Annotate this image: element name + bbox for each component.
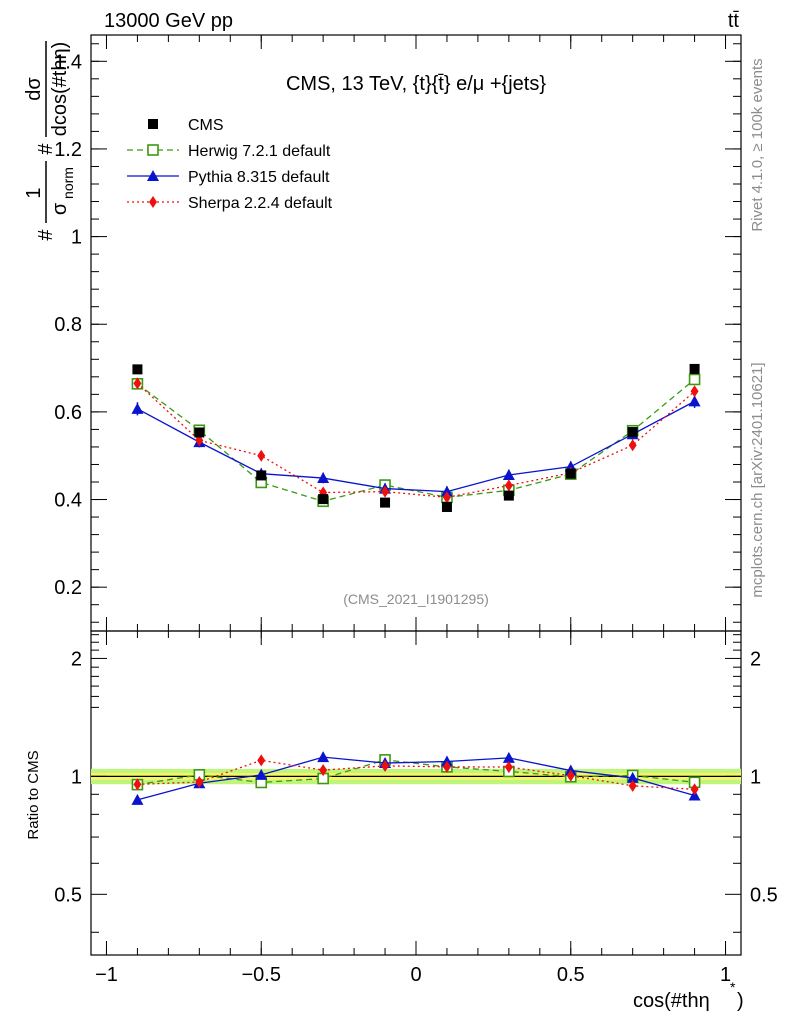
cms-point [380, 497, 391, 508]
sherpa-ratio-point [690, 783, 699, 796]
sherpa-ratio-point [133, 778, 142, 791]
y-tick-label-top: 1.2 [54, 139, 82, 161]
sherpa-ratio-point [319, 764, 328, 777]
sherpa-point [257, 449, 266, 462]
sherpa-ratio-point [381, 759, 390, 772]
sherpa-point [133, 377, 142, 390]
sherpa-point [442, 491, 451, 504]
sherpa-ratio-point [504, 761, 513, 774]
sherpa-point [381, 485, 390, 498]
y-tick-label-top: 0.4 [54, 490, 82, 512]
side-text-mcplots: mcplots.cern.ch [arXiv:2401.10621] [749, 362, 766, 597]
pythia-point [688, 395, 701, 407]
ratio-y-tick-label-left: 2 [71, 648, 82, 670]
legend-marker-pythia [147, 170, 159, 181]
pythia-ratio-point [317, 751, 330, 763]
legend-marker-sherpa [149, 196, 157, 208]
ylabel-one: 1 [23, 187, 45, 198]
sherpa-point [504, 479, 513, 492]
herwig-point [688, 373, 701, 386]
ylabel-dcos: dcos(#thη) [49, 42, 71, 137]
cms-point [318, 494, 329, 505]
xlabel-superscript: * [730, 979, 736, 995]
y-tick-label-top: 0.8 [54, 314, 82, 336]
sherpa-ratio-point [566, 769, 575, 782]
sherpa-ratio-point [195, 776, 204, 789]
pythia-point [440, 485, 453, 497]
sherpa-ratio-point [442, 760, 451, 773]
chart-title: CMS, 13 TeV, {t}{t̄} e/μ +{jets} [286, 73, 546, 95]
x-tick-label: −1 [95, 964, 118, 986]
ratio-y-tick-label-right: 1 [750, 766, 761, 788]
sherpa-line [136, 382, 695, 498]
legend-marker-cms [148, 119, 158, 129]
pythia-point [131, 402, 144, 414]
ratio-y-tick-label-right: 0.5 [750, 884, 778, 906]
y-tick-label-top: 1 [71, 227, 82, 249]
cms-point [627, 427, 638, 438]
cms-point [689, 363, 700, 374]
x-tick-label: 0 [410, 964, 421, 986]
ratio-y-tick-label-left: 0.5 [54, 884, 82, 906]
axis-ticks: −1 −0.5 0 0.5 1 0.2 0.4 0.6 0.8 1 1.2 1.4 0.5 0.5 1 1 2 2 [54, 35, 778, 986]
top-panel-series [131, 363, 701, 512]
sherpa-point [628, 439, 637, 452]
herwig-line [137, 378, 695, 502]
sherpa-point [690, 385, 699, 398]
side-text-rivet: Rivet 4.1.0, ≥ 100k events [749, 58, 766, 231]
cms-point [441, 501, 452, 512]
header-right: tt̄ [728, 10, 740, 32]
header-left: 13000 GeV pp [104, 10, 233, 32]
legend-label-cms: CMS [188, 117, 224, 134]
ylabel-dsigma: dσ [23, 77, 45, 101]
pythia-ratio-point [502, 751, 515, 763]
y-tick-label-top: 1.4 [54, 51, 82, 73]
xlabel-close: ) [737, 990, 744, 1012]
x-axis-label: cos(#thη * ) [633, 979, 744, 1012]
pythia-ratio-point [255, 768, 268, 780]
legend-label-pythia: Pythia 8.315 default [188, 169, 330, 186]
cms-point [194, 427, 205, 438]
ylabel-hash-2: # [35, 143, 57, 155]
legend-label-herwig: Herwig 7.2.1 default [188, 143, 331, 160]
ylabel-norm: norm [60, 167, 76, 199]
cms-point [132, 364, 143, 375]
ratio-panel-frame [90, 630, 742, 956]
x-tick-label: 1 [720, 964, 731, 986]
cms-point [256, 470, 267, 481]
xlabel-main: cos(#thη [633, 990, 710, 1012]
legend: CMS Herwig 7.2.1 default Pythia 8.315 defa… [127, 117, 333, 212]
legend-label-sherpa: Sherpa 2.2.4 default [188, 195, 333, 212]
pythia-point [317, 472, 330, 484]
ratio-y-tick-label-right: 2 [750, 648, 761, 670]
ylabel-hash-1: # [35, 229, 57, 241]
legend-marker-herwig [147, 144, 159, 156]
pythia-ratio-line [137, 756, 695, 801]
ylabel-sigma: σ [49, 202, 71, 215]
ratio-y-tick-label-left: 1 [71, 766, 82, 788]
sherpa-ratio-point [257, 754, 266, 767]
analysis-watermark: (CMS_2021_I1901295) [343, 591, 489, 607]
sherpa-ratio-point [628, 779, 637, 792]
y-tick-label-top: 0.6 [54, 402, 82, 424]
ratio-panel-series [131, 751, 701, 805]
cms-point [565, 468, 576, 479]
pythia-ratio-point [131, 793, 144, 805]
y-axis-label-top: # 1 σ norm # dσ dcos(#thη) [23, 41, 76, 241]
y-tick-label-top: 0.2 [54, 577, 82, 599]
cms-point [503, 490, 514, 501]
x-tick-label: 0.5 [557, 964, 585, 986]
y-axis-label-ratio: Ratio to CMS [25, 750, 42, 839]
pythia-line [137, 400, 695, 493]
pythia-point [502, 468, 515, 480]
pythia-ratio-point [626, 771, 639, 783]
x-tick-label: −0.5 [241, 964, 280, 986]
